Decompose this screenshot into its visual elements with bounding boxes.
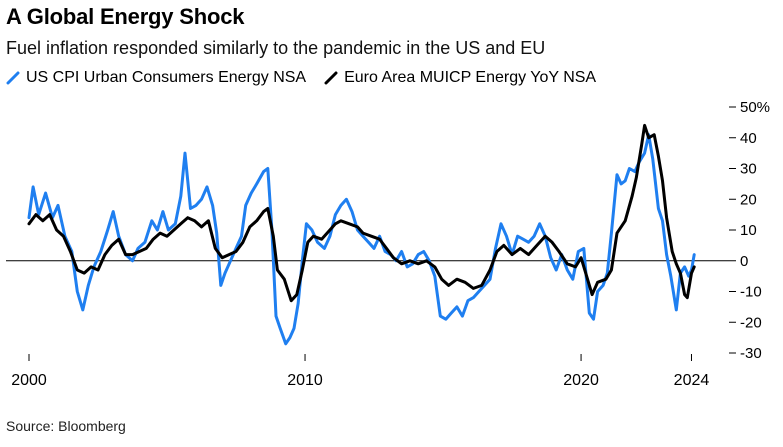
x-tick-label: 2000	[11, 372, 47, 389]
x-tick-label: 2024	[674, 372, 710, 389]
series-line-euro-area	[27, 123, 696, 303]
legend-swatch-euro-area	[324, 71, 338, 85]
series-line-us-cpi	[27, 133, 696, 346]
chart-title: A Global Energy Shock	[6, 4, 245, 29]
y-tick-label: 50%	[740, 99, 770, 116]
chart-legend: US CPI Urban Consumers Energy NSA Euro A…	[6, 69, 614, 87]
legend-label-us-cpi: US CPI Urban Consumers Energy NSA	[26, 69, 307, 86]
y-tick-label: 0	[740, 253, 748, 270]
y-tick-label: 30	[740, 161, 757, 178]
x-axis: 2000 2010 2020 2024	[11, 354, 709, 389]
legend-label-euro-area: Euro Area MUICP Energy YoY NSA	[344, 69, 597, 86]
y-tick-label: -10	[740, 284, 762, 301]
legend-item-us-cpi: US CPI Urban Consumers Energy NSA	[6, 69, 306, 87]
y-tick-label: 40	[740, 130, 757, 147]
y-tick-label: 10	[740, 222, 757, 239]
source-note: Source: Bloomberg	[6, 418, 126, 434]
y-tick-label: 20	[740, 191, 757, 208]
series-layer	[27, 123, 696, 346]
legend-item-euro-area: Euro Area MUICP Energy YoY NSA	[324, 69, 596, 87]
y-tick-label: -20	[740, 314, 762, 331]
legend-swatch-us-cpi	[6, 71, 20, 85]
y-tick-label: -30	[740, 345, 762, 362]
x-tick-label: 2020	[563, 372, 599, 389]
x-tick-label: 2010	[287, 372, 323, 389]
chart-subtitle: Fuel inflation responded similarly to th…	[6, 38, 546, 58]
y-axis: -30 -20 -10 0 10 20 30 40 50%	[729, 99, 770, 362]
